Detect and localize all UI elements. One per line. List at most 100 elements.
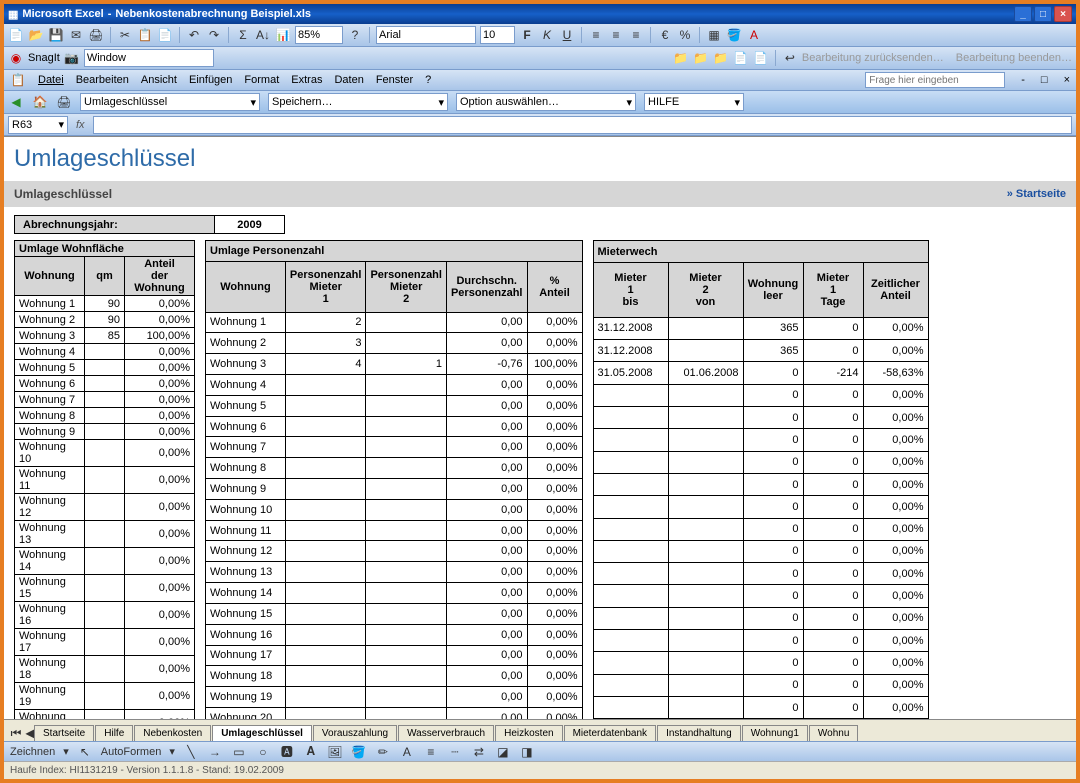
nav-help-combo[interactable]: HILFE▾ bbox=[644, 93, 744, 111]
sheet-tab[interactable]: Vorauszahlung bbox=[313, 725, 397, 741]
cell[interactable]: Wohnung 6 bbox=[15, 376, 85, 392]
cell[interactable]: 0 bbox=[803, 674, 863, 696]
cell[interactable] bbox=[593, 585, 668, 607]
menu-datei[interactable]: Datei bbox=[38, 74, 64, 86]
cell[interactable] bbox=[366, 395, 447, 416]
snagit-mode-combo[interactable] bbox=[84, 49, 214, 67]
cell-reference[interactable]: R63▾ bbox=[8, 116, 68, 134]
cell[interactable]: 0,00 bbox=[446, 395, 527, 416]
cell[interactable] bbox=[668, 585, 743, 607]
dash-icon[interactable]: ┈ bbox=[447, 744, 463, 760]
cell[interactable]: 0,00% bbox=[863, 340, 928, 362]
cell[interactable]: 0,00% bbox=[527, 374, 582, 395]
font-name-input[interactable] bbox=[376, 26, 476, 44]
cell[interactable]: 0,00% bbox=[527, 603, 582, 624]
fontcolor-icon[interactable]: A bbox=[746, 27, 762, 43]
autoshapes-menu[interactable]: AutoFormen bbox=[101, 746, 162, 758]
cell[interactable]: 0,00% bbox=[125, 521, 195, 548]
cell[interactable]: 100,00% bbox=[527, 354, 582, 375]
cell[interactable] bbox=[366, 707, 447, 719]
cell[interactable] bbox=[285, 666, 366, 687]
cell[interactable] bbox=[85, 344, 125, 360]
cell[interactable] bbox=[593, 518, 668, 540]
cell[interactable] bbox=[366, 374, 447, 395]
cell[interactable]: 90 bbox=[85, 312, 125, 328]
sheet-tab[interactable]: Instandhaltung bbox=[657, 725, 741, 741]
cell[interactable] bbox=[593, 451, 668, 473]
cell[interactable]: 31.12.2008 bbox=[593, 340, 668, 362]
cell[interactable]: 0 bbox=[743, 607, 803, 629]
cell[interactable]: 0,00% bbox=[863, 473, 928, 495]
cell[interactable] bbox=[85, 440, 125, 467]
cell[interactable]: Wohnung 9 bbox=[206, 479, 286, 500]
cell[interactable] bbox=[85, 494, 125, 521]
cell[interactable]: 0 bbox=[743, 585, 803, 607]
cell[interactable]: 0 bbox=[743, 630, 803, 652]
sum-icon[interactable]: Σ bbox=[235, 27, 251, 43]
cell[interactable]: Wohnung 1 bbox=[206, 312, 286, 333]
underline-icon[interactable]: U bbox=[559, 27, 575, 43]
cell[interactable]: -58,63% bbox=[863, 362, 928, 384]
cell[interactable]: 0,00 bbox=[446, 312, 527, 333]
cell[interactable]: 0,00% bbox=[125, 408, 195, 424]
sheet-tab[interactable]: Heizkosten bbox=[495, 725, 562, 741]
cell[interactable]: 0,00% bbox=[527, 666, 582, 687]
cell[interactable]: Wohnung 14 bbox=[15, 548, 85, 575]
year-value[interactable]: 2009 bbox=[215, 216, 285, 234]
cell[interactable] bbox=[285, 479, 366, 500]
cell[interactable]: Wohnung 2 bbox=[206, 333, 286, 354]
paste-icon[interactable]: 📄 bbox=[157, 27, 173, 43]
doc-min-button[interactable]: - bbox=[1021, 74, 1025, 86]
ask-question-box[interactable] bbox=[865, 72, 1005, 88]
new-icon[interactable]: 📄 bbox=[8, 27, 24, 43]
cell[interactable]: 0,00 bbox=[446, 416, 527, 437]
cell[interactable]: 0 bbox=[743, 362, 803, 384]
cell[interactable] bbox=[668, 697, 743, 719]
cell[interactable]: Wohnung 16 bbox=[206, 624, 286, 645]
line-icon[interactable]: ╲ bbox=[183, 744, 199, 760]
menu-einfuegen[interactable]: Einfügen bbox=[189, 74, 232, 86]
cell[interactable] bbox=[366, 687, 447, 708]
cell[interactable]: Wohnung 8 bbox=[15, 408, 85, 424]
cell[interactable]: 0 bbox=[803, 652, 863, 674]
cell[interactable]: 0,00 bbox=[446, 603, 527, 624]
cell[interactable]: 0 bbox=[743, 697, 803, 719]
cell[interactable] bbox=[285, 395, 366, 416]
startseite-link[interactable]: » Startseite bbox=[1007, 188, 1066, 200]
cell[interactable]: Wohnung 7 bbox=[15, 392, 85, 408]
cell[interactable]: 0,00% bbox=[527, 645, 582, 666]
wordart-icon[interactable]: 𝐀 bbox=[303, 744, 319, 760]
align-left-icon[interactable]: ≡ bbox=[588, 27, 604, 43]
cell[interactable]: 0 bbox=[803, 585, 863, 607]
save-icon[interactable]: 💾 bbox=[48, 27, 64, 43]
fillcolor2-icon[interactable]: 🪣 bbox=[351, 744, 367, 760]
cell[interactable]: 0,00% bbox=[527, 395, 582, 416]
cell[interactable] bbox=[366, 479, 447, 500]
cell[interactable]: 0,00% bbox=[863, 406, 928, 428]
sheet-tab[interactable]: Wasserverbrauch bbox=[398, 725, 494, 741]
cell[interactable]: 0 bbox=[743, 451, 803, 473]
cell[interactable] bbox=[366, 437, 447, 458]
cell[interactable]: 0,00% bbox=[863, 652, 928, 674]
cell[interactable]: Wohnung 4 bbox=[15, 344, 85, 360]
cell[interactable]: 0,00% bbox=[125, 548, 195, 575]
undo-icon[interactable]: ↶ bbox=[186, 27, 202, 43]
cell[interactable]: 100,00% bbox=[125, 328, 195, 344]
cell[interactable]: Wohnung 9 bbox=[15, 424, 85, 440]
doc2-icon[interactable]: 📄 bbox=[753, 50, 769, 66]
cell[interactable] bbox=[366, 666, 447, 687]
folder2-icon[interactable]: 📁 bbox=[693, 50, 709, 66]
cell[interactable]: 2 bbox=[285, 312, 366, 333]
cell[interactable]: 0 bbox=[803, 540, 863, 562]
copy-icon[interactable]: 📋 bbox=[137, 27, 153, 43]
cell[interactable]: 0,00% bbox=[527, 499, 582, 520]
cell[interactable]: 0,00% bbox=[527, 687, 582, 708]
cell[interactable]: 4 bbox=[285, 354, 366, 375]
cell[interactable]: 3 bbox=[285, 333, 366, 354]
menu-doc-icon[interactable]: 📋 bbox=[10, 72, 26, 88]
cell[interactable] bbox=[366, 583, 447, 604]
cell[interactable]: 0,00% bbox=[125, 629, 195, 656]
chart-icon[interactable]: 📊 bbox=[275, 27, 291, 43]
cell[interactable]: Wohnung 3 bbox=[15, 328, 85, 344]
cell[interactable]: 0,00% bbox=[863, 496, 928, 518]
